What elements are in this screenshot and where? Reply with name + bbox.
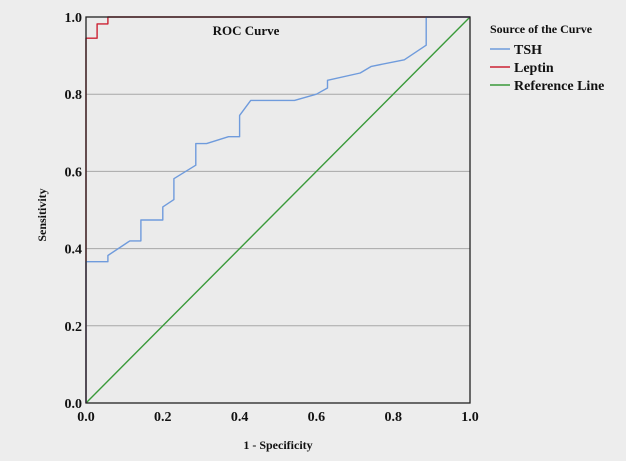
grid-lines [86, 93, 470, 327]
y-tick-label: 0.8 [65, 88, 83, 103]
plot-frame [85, 16, 471, 404]
x-tick-label: 0.2 [154, 410, 172, 425]
legend-title: Source of the Curve [490, 22, 593, 36]
y-tick-label: 0.2 [65, 320, 83, 335]
y-tick-label: 0.4 [65, 243, 83, 258]
legend-label-leptin: Leptin [514, 61, 554, 76]
x-tick-label: 0.6 [308, 410, 326, 425]
y-axis-title: Sensitivity [35, 188, 49, 241]
legend-label-reference-line: Reference Line [514, 79, 604, 94]
x-tick-label: 1.0 [461, 410, 479, 425]
legend: Source of the Curve TSH Leptin Reference L… [490, 22, 604, 94]
y-tick-label: 0.6 [65, 165, 83, 180]
legend-label-tsh: TSH [514, 43, 542, 58]
x-axis-title: 1 - Specificity [243, 438, 312, 452]
y-tick-label: 0.0 [65, 397, 83, 412]
x-tick-labels: 0.0 0.2 0.4 0.6 0.8 1.0 [77, 410, 479, 425]
x-tick-label: 0.8 [384, 410, 402, 425]
y-tick-labels: 0.0 0.2 0.4 0.6 0.8 1.0 [65, 11, 83, 412]
series-line-tsh [85, 16, 470, 403]
series-line-reference-line [85, 16, 471, 404]
chart-title: ROC Curve [213, 23, 280, 38]
x-tick-label: 0.0 [77, 410, 95, 425]
x-tick-label: 0.4 [231, 410, 249, 425]
y-tick-label: 1.0 [65, 11, 83, 26]
